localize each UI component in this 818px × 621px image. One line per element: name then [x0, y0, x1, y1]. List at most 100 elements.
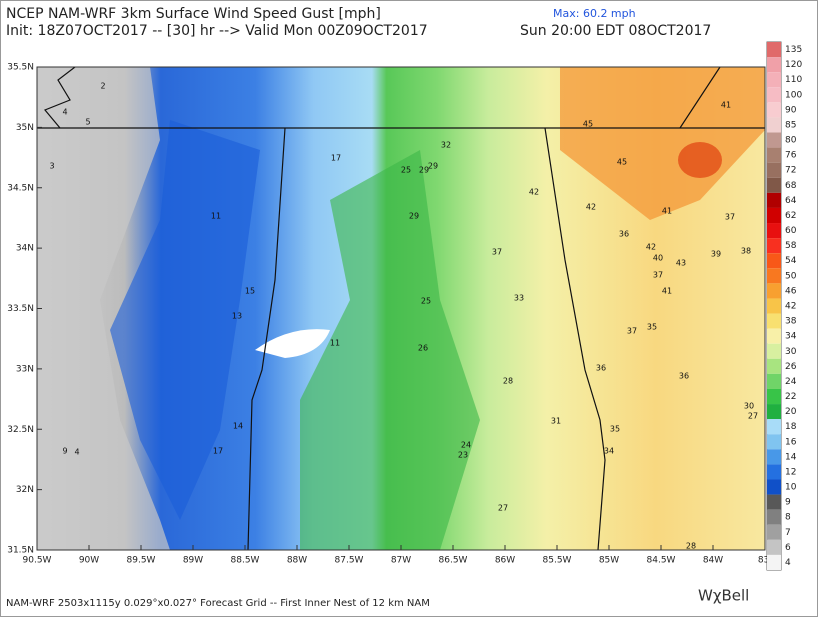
- colorbar-label: 20: [785, 407, 797, 417]
- point-label: 24: [461, 441, 471, 450]
- point-label: 35: [647, 323, 657, 332]
- lat-label: 32.5N: [7, 425, 34, 435]
- point-label: 40: [653, 254, 663, 263]
- point-label: 13: [232, 312, 242, 321]
- point-label: 14: [233, 422, 243, 431]
- lon-label: 90W: [79, 556, 99, 566]
- init-time: Init: 18Z07OCT2017 -- [30] hr --> Valid …: [6, 23, 428, 39]
- colorbar-label: 10: [785, 483, 797, 493]
- colorbar-label: 42: [785, 302, 796, 312]
- colorbar-swatch: [767, 87, 781, 103]
- colorbar-swatch: [767, 72, 781, 88]
- lat-label: 35.5N: [7, 63, 34, 73]
- point-label: 17: [331, 154, 341, 163]
- colorbar-label: 8: [785, 513, 791, 523]
- point-label: 36: [679, 372, 689, 381]
- point-label: 31: [551, 417, 561, 426]
- colorbar-swatch: [767, 479, 781, 495]
- point-label: 34: [604, 447, 614, 456]
- colorbar-swatch: [767, 328, 781, 344]
- lat-label: 33.5N: [7, 304, 34, 314]
- colorbar-label: 18: [785, 422, 797, 432]
- point-label: 5: [85, 118, 90, 127]
- colorbar-label: 22: [785, 392, 796, 402]
- colorbar-swatch: [767, 147, 781, 163]
- colorbar-swatch: [767, 313, 781, 329]
- colorbar-label: 16: [785, 437, 797, 447]
- colorbar-label: 100: [785, 90, 802, 100]
- orange-area: [560, 67, 765, 220]
- point-label: 32: [441, 141, 451, 150]
- colorbar-swatch: [767, 404, 781, 420]
- colorbar-swatch: [767, 223, 781, 239]
- point-label: 25: [421, 297, 431, 306]
- colorbar-swatch: [767, 268, 781, 284]
- state-borders: [37, 67, 765, 550]
- point-label: 17: [213, 447, 223, 456]
- point-label: 42: [646, 243, 656, 252]
- point-label: 43: [676, 259, 686, 268]
- blue-area: [110, 120, 260, 520]
- point-label: 27: [498, 504, 508, 513]
- lon-label: 84.5W: [647, 556, 676, 566]
- lon-label: 85.5W: [543, 556, 572, 566]
- lon-label: 87.5W: [335, 556, 364, 566]
- colorbar-label: 64: [785, 196, 797, 206]
- colorbar-label: 24: [785, 377, 797, 387]
- colorbar-swatch: [767, 419, 781, 435]
- point-label: 26: [418, 344, 428, 353]
- point-label: 39: [711, 250, 721, 259]
- point-label: 37: [627, 327, 637, 336]
- colorbar-label: 14: [785, 452, 797, 462]
- colorbar-label: 68: [785, 181, 797, 191]
- colorbar-swatch: [767, 283, 781, 299]
- point-label: 29: [419, 166, 429, 175]
- point-label: 30: [744, 402, 754, 411]
- colorbar-swatch: [767, 102, 781, 118]
- colorbar-label: 60: [785, 226, 797, 236]
- lon-label: 87W: [391, 556, 411, 566]
- point-label: 37: [653, 271, 663, 280]
- colorbar-label: 12: [785, 467, 796, 477]
- colorbar-swatch: [767, 524, 781, 540]
- colorbar-label: 110: [785, 75, 802, 85]
- colorbar-swatch: [767, 554, 781, 570]
- colorbar-swatch: [767, 177, 781, 193]
- colorbar-swatch: [767, 117, 781, 133]
- point-label: 9: [62, 447, 67, 456]
- colorbar-swatch: [767, 57, 781, 73]
- colorbar-swatch: [767, 238, 781, 254]
- lat-label: 35N: [16, 123, 34, 133]
- colorbar-swatch: [767, 207, 781, 224]
- footer-grid: NAM-WRF 2503x1115y 0.029°x0.027° Forecas…: [6, 598, 430, 609]
- colorbar-label: 72: [785, 166, 796, 176]
- colorbar-label: 80: [785, 136, 797, 146]
- red-area: [678, 142, 722, 178]
- point-label: 4: [62, 108, 67, 117]
- point-label: 29: [428, 162, 438, 171]
- lon-label: 89.5W: [127, 556, 156, 566]
- lon-label: 89W: [183, 556, 203, 566]
- lon-label: 88.5W: [231, 556, 260, 566]
- point-label: 28: [686, 542, 696, 551]
- point-label: 41: [662, 287, 672, 296]
- title: NCEP NAM-WRF 3km Surface Wind Speed Gust…: [6, 6, 381, 22]
- point-label: 42: [529, 188, 539, 197]
- colorbar-label: 120: [785, 60, 802, 70]
- colorbar-label: 46: [785, 286, 797, 296]
- brand: WχBell: [698, 587, 749, 605]
- point-label: 4: [74, 448, 79, 457]
- point-label: 45: [617, 158, 627, 167]
- colorbar-label: 9: [785, 498, 791, 508]
- gray-area: [37, 67, 170, 550]
- colorbar-swatch: [767, 539, 781, 555]
- colorbar-label: 58: [785, 241, 797, 251]
- colorbar-label: 85: [785, 120, 796, 130]
- point-label: 36: [596, 364, 606, 373]
- colorbar-label: 26: [785, 362, 797, 372]
- lat-label: 34N: [16, 244, 34, 254]
- colorbar-label: 4: [785, 558, 791, 568]
- point-label: 15: [245, 287, 255, 296]
- colorbar-swatch: [767, 192, 781, 208]
